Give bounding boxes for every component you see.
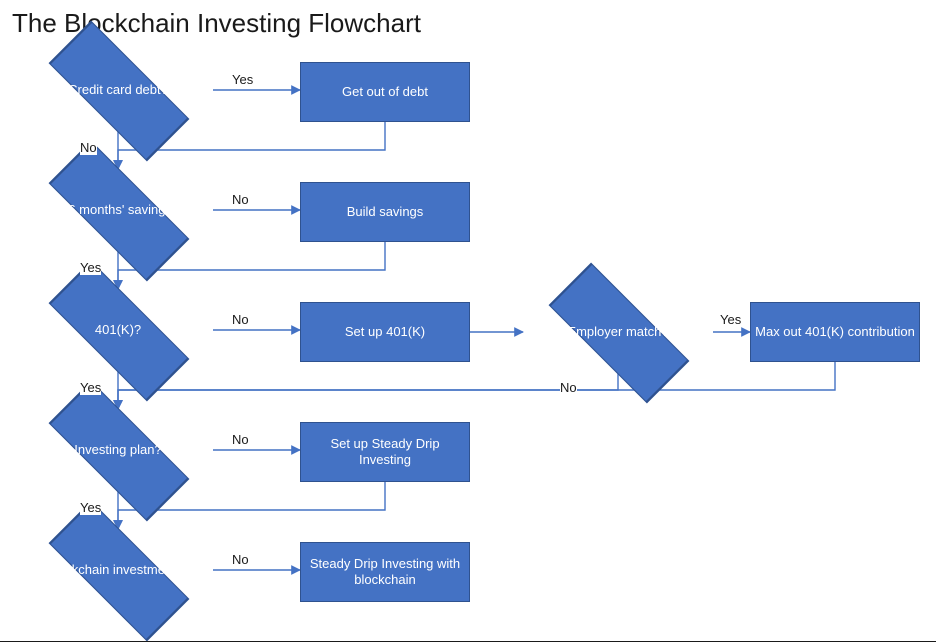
flow-diamond-d3: 401(K)? <box>23 289 213 371</box>
flow-rect-r5: Steady Drip Investing with blockchain <box>300 542 470 602</box>
edge-label-d2-d3: Yes <box>80 260 101 275</box>
bottom-rule <box>0 641 936 642</box>
node-label: Max out 401(K) contribution <box>755 324 915 340</box>
flow-rect-r3: Set up 401(K) <box>300 302 470 362</box>
flow-rect-r2: Build savings <box>300 182 470 242</box>
edge-label-d4-d5: Yes <box>80 500 101 515</box>
edge-d3b-d4 <box>118 373 618 409</box>
node-label: 401(K)? <box>95 322 141 338</box>
edge-label-d2-r2: No <box>232 192 249 207</box>
node-label: Get out of debt <box>342 84 428 100</box>
edge-label-d3-d4: Yes <box>80 380 101 395</box>
node-label: Investing plan? <box>74 442 161 458</box>
flow-diamond-d5: Blockchain investments? <box>23 529 213 611</box>
flow-diamond-d4: Investing plan? <box>23 409 213 491</box>
node-label: Build savings <box>347 204 424 220</box>
flow-rect-r4: Set up Steady Drip Investing <box>300 422 470 482</box>
flow-diamond-d1: Credit card debt? <box>23 49 213 131</box>
edge-label-d3-r3: No <box>232 312 249 327</box>
node-label: Employer match? <box>567 324 668 340</box>
node-label: Set up Steady Drip Investing <box>305 436 465 469</box>
edge-label-d3b-r3b: Yes <box>720 312 741 327</box>
edge-r3b-d4 <box>118 362 835 409</box>
edge-label-d1-r1: Yes <box>232 72 253 87</box>
chart-title: The Blockchain Investing Flowchart <box>12 8 421 39</box>
flow-diamond-d3b: Employer match? <box>523 291 713 373</box>
node-label: Blockchain investments? <box>46 562 189 578</box>
node-label: Credit card debt? <box>68 82 168 98</box>
flow-rect-r3b: Max out 401(K) contribution <box>750 302 920 362</box>
node-label: 3-6 months' savings? <box>57 202 179 218</box>
edge-label-d4-r4: No <box>232 432 249 447</box>
flow-diamond-d2: 3-6 months' savings? <box>23 169 213 251</box>
edge-label-d3b-d4: No <box>560 380 577 395</box>
edge-label-d1-d2: No <box>80 140 97 155</box>
flow-rect-r1: Get out of debt <box>300 62 470 122</box>
node-label: Steady Drip Investing with blockchain <box>305 556 465 589</box>
node-label: Set up 401(K) <box>345 324 425 340</box>
edge-label-d5-r5: No <box>232 552 249 567</box>
